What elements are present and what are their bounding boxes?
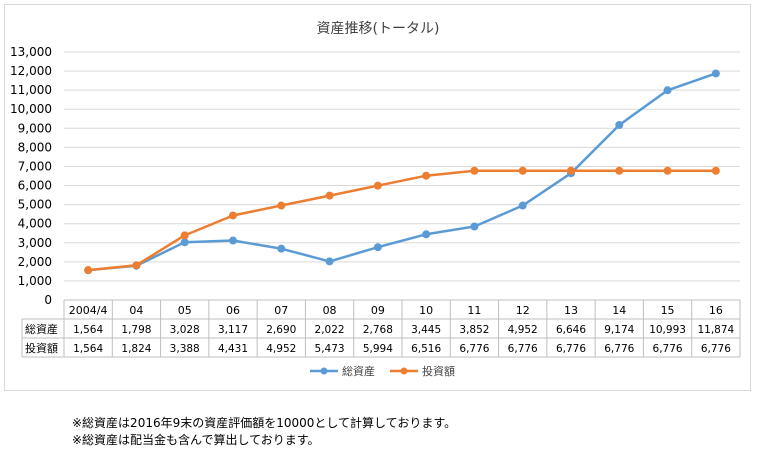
table-cell-value: 6,776 [556,343,586,355]
x-category-label: 16 [709,304,723,317]
table-cell-value: 6,776 [653,343,683,355]
table-cell-value: 10,993 [649,324,686,336]
table-cell-value: 11,874 [697,324,734,336]
data-point-2 [229,211,237,220]
y-tick-label: 5,000 [18,198,52,212]
data-point-2 [663,166,672,175]
table-cell-value: 4,952 [266,343,296,355]
y-tick-label: 6,000 [18,179,52,193]
table-cell-value: 2,768 [363,324,393,336]
table-cell-value: 5,473 [315,343,345,355]
x-category-label: 2004/4 [69,304,108,317]
x-category-label: 14 [612,304,626,317]
data-point-2 [470,166,479,175]
data-point-2 [180,231,189,240]
table-cell-value: 4,952 [508,324,538,336]
x-category-label: 06 [226,304,240,317]
table-cell-value: 3,852 [459,324,489,336]
table-row-header: 総資産 [25,322,58,336]
data-point-1 [229,236,237,245]
table-cell-value: 6,776 [701,343,731,355]
data-point-1 [711,69,720,78]
data-point-1 [663,86,672,95]
data-point-1 [180,238,189,247]
data-point-2 [422,171,431,180]
x-category-label: 10 [419,304,433,317]
x-category-label: 05 [178,304,192,317]
data-point-2 [711,166,720,175]
table-cell-value: 1,798 [121,324,151,336]
table-cell-value: 1,564 [73,324,103,336]
table-cell-value: 6,646 [556,324,586,336]
data-point-2 [132,261,141,270]
chart-frame [4,4,751,391]
x-category-label: 11 [467,304,481,317]
legend-label-2: 投資額 [422,364,455,378]
y-tick-label: 0 [44,293,52,307]
table-cell-value: 2,690 [266,324,296,336]
table-cell-value: 1,824 [121,343,151,355]
series-line-1 [88,72,717,272]
legend-marker-1 [320,367,328,375]
legend-marker-2 [400,367,408,375]
footnote-1: ※総資産は2016年9末の資産評価額を10000として計算しております。 [72,416,457,430]
y-tick-label: 4,000 [18,217,52,231]
data-point-2 [567,166,575,175]
data-point-2 [373,181,382,190]
y-tick-label: 12,000 [10,64,52,78]
table-cell-value: 9,174 [604,324,634,336]
data-point-2 [84,266,93,275]
x-category-label: 07 [274,304,288,317]
table-cell-value: 3,117 [218,324,248,336]
table-cell-value: 4,431 [218,343,248,355]
footnote-2: ※総資産は配当金も含んで算出しております。 [72,433,320,447]
table-cell-value: 6,516 [411,343,441,355]
x-category-label: 12 [516,304,530,317]
table-cell-value: 3,388 [170,343,200,355]
data-point-2 [615,166,624,175]
x-category-label: 09 [371,304,385,317]
data-point-1 [518,201,527,210]
y-tick-label: 7,000 [18,159,52,173]
y-tick-label: 2,000 [18,255,52,269]
y-tick-label: 8,000 [18,140,52,154]
table-cell-value: 5,994 [363,343,393,355]
data-point-1 [373,243,382,252]
data-point-1 [470,222,479,231]
data-point-1 [615,120,624,129]
table-cell-value: 3,028 [170,324,200,336]
x-category-label: 04 [129,304,143,317]
x-category-label: 13 [564,304,578,317]
y-tick-label: 13,000 [10,45,52,59]
chart-title: 資産推移(トータル) [317,21,440,37]
table-cell-value: 6,776 [459,343,489,355]
data-point-2 [277,201,286,210]
legend-label-1: 総資産 [342,364,375,378]
y-tick-label: 9,000 [18,121,52,135]
series-line-2 [88,169,716,272]
y-tick-label: 3,000 [18,236,52,250]
table-cell-value: 2,022 [315,324,345,336]
table-row-header: 投資額 [25,341,58,355]
table-cell-value: 6,776 [508,343,538,355]
data-point-1 [422,230,431,239]
table-cell-value: 1,564 [73,343,103,355]
data-point-2 [325,191,334,200]
table-cell-value: 3,445 [411,324,441,336]
x-category-label: 08 [323,304,337,317]
data-point-1 [277,244,286,253]
y-tick-label: 1,000 [18,274,52,288]
table-cell-value: 6,776 [604,343,634,355]
x-category-label: 15 [661,304,675,317]
data-point-2 [518,166,527,175]
y-tick-label: 10,000 [10,102,52,116]
y-tick-label: 11,000 [10,83,52,97]
data-point-1 [325,257,334,266]
